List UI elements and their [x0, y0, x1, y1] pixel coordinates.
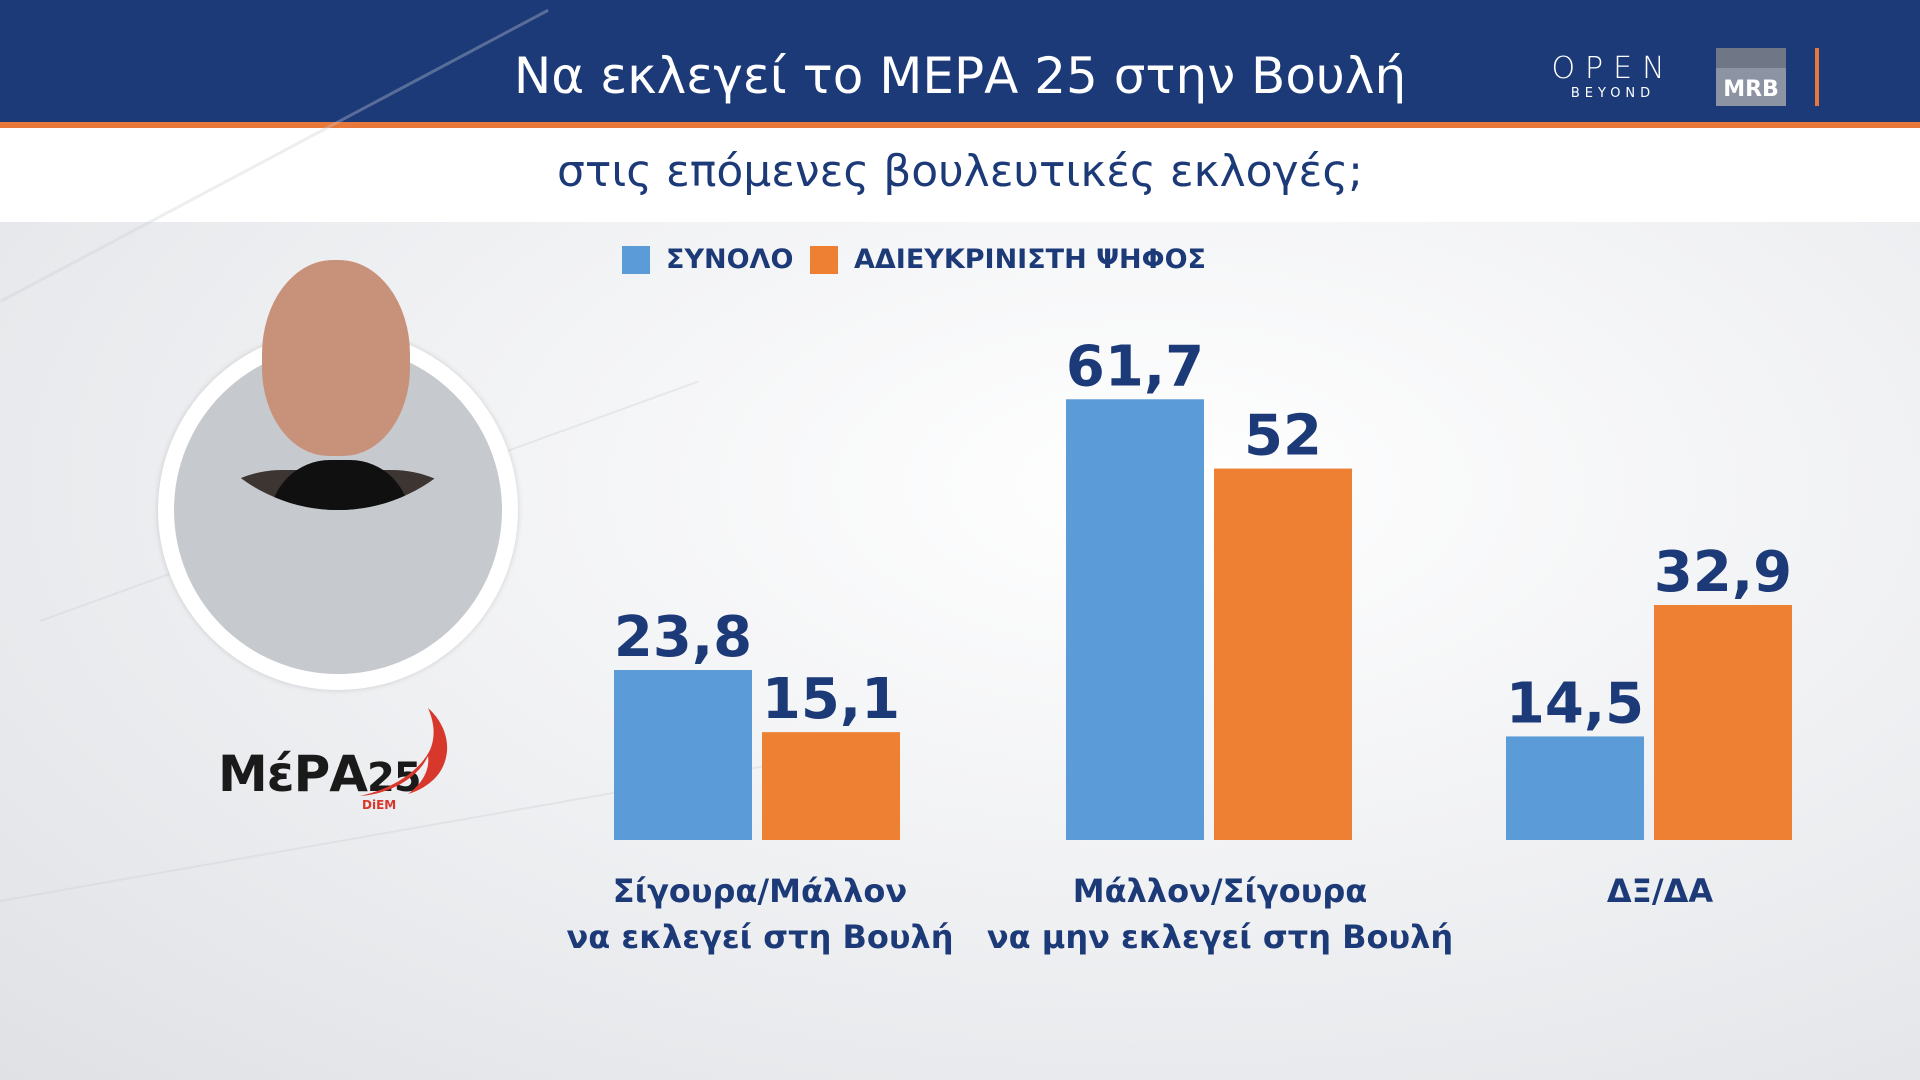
- bar-undecided-1: [762, 732, 900, 840]
- data-label-total-2: 61,7: [1066, 334, 1204, 399]
- data-label-undecided-2: 52: [1244, 404, 1322, 469]
- data-label-undecided-1: 15,1: [762, 667, 900, 732]
- category-label-3: ΔΞ/ΔΑ: [1500, 868, 1820, 914]
- category-label-3-line1: ΔΞ/ΔΑ: [1606, 872, 1714, 910]
- page-subtitle: στις επόμενες βουλευτικές εκλογές;: [556, 146, 1363, 197]
- subtitle-bar: [0, 128, 1920, 222]
- party-logo-tag: DiEM: [362, 798, 397, 812]
- legend-swatch-total: [622, 246, 650, 274]
- data-label-total-3: 14,5: [1506, 671, 1644, 736]
- header-accent-line: [0, 122, 1920, 128]
- pollster-logo-text: MRB: [1723, 77, 1779, 102]
- legend-label-undecided: ΑΔΙΕΥΚΡΙΝΙΣΤΗ ΨΗΦΟΣ: [854, 244, 1206, 275]
- channel-logo-tagline: BEYOND: [1570, 86, 1656, 101]
- channel-logo: OPEN BEYOND: [1548, 52, 1678, 102]
- legend-label-total: ΣΥΝΟΛΟ: [666, 244, 794, 275]
- party-logo-name: ΜέΡΑ: [218, 745, 368, 803]
- channel-logo-text: OPEN: [1551, 51, 1675, 86]
- category-label-2-line1: Μάλλον/Σίγουρα: [1072, 872, 1368, 910]
- bar-undecided-2: [1214, 468, 1352, 840]
- data-label-total-1: 23,8: [614, 605, 752, 670]
- logo-separator: [1815, 48, 1819, 106]
- bar-undecided-3: [1654, 605, 1792, 840]
- bar-total-1: [614, 670, 752, 840]
- data-label-undecided-3: 32,9: [1654, 540, 1792, 605]
- header-bar: [0, 0, 1920, 122]
- bar-total-3: [1506, 736, 1644, 840]
- page-title: Να εκλεγεί το ΜΕΡΑ 25 στην Βουλή: [513, 47, 1407, 105]
- portrait-head: [262, 260, 410, 456]
- category-label-1-line2: να εκλεγεί στη Βουλή: [566, 918, 954, 956]
- pollster-logo: MRB: [1716, 48, 1786, 106]
- category-label-2-line2: να μην εκλεγεί στη Βουλή: [986, 918, 1454, 956]
- bar-total-2: [1066, 399, 1204, 840]
- category-label-1: Σίγουρα/Μάλλον να εκλεγεί στη Βουλή: [560, 868, 960, 960]
- swallow-bird-icon: [360, 708, 448, 796]
- pollster-logo-stripe: [1716, 48, 1786, 68]
- category-label-2: Μάλλον/Σίγουρα να μην εκλεγεί στη Βουλή: [980, 868, 1460, 960]
- legend-swatch-undecided: [810, 246, 838, 274]
- party-logo-text: ΜέΡΑ25: [218, 745, 422, 806]
- category-label-1-line1: Σίγουρα/Μάλλον: [612, 872, 908, 910]
